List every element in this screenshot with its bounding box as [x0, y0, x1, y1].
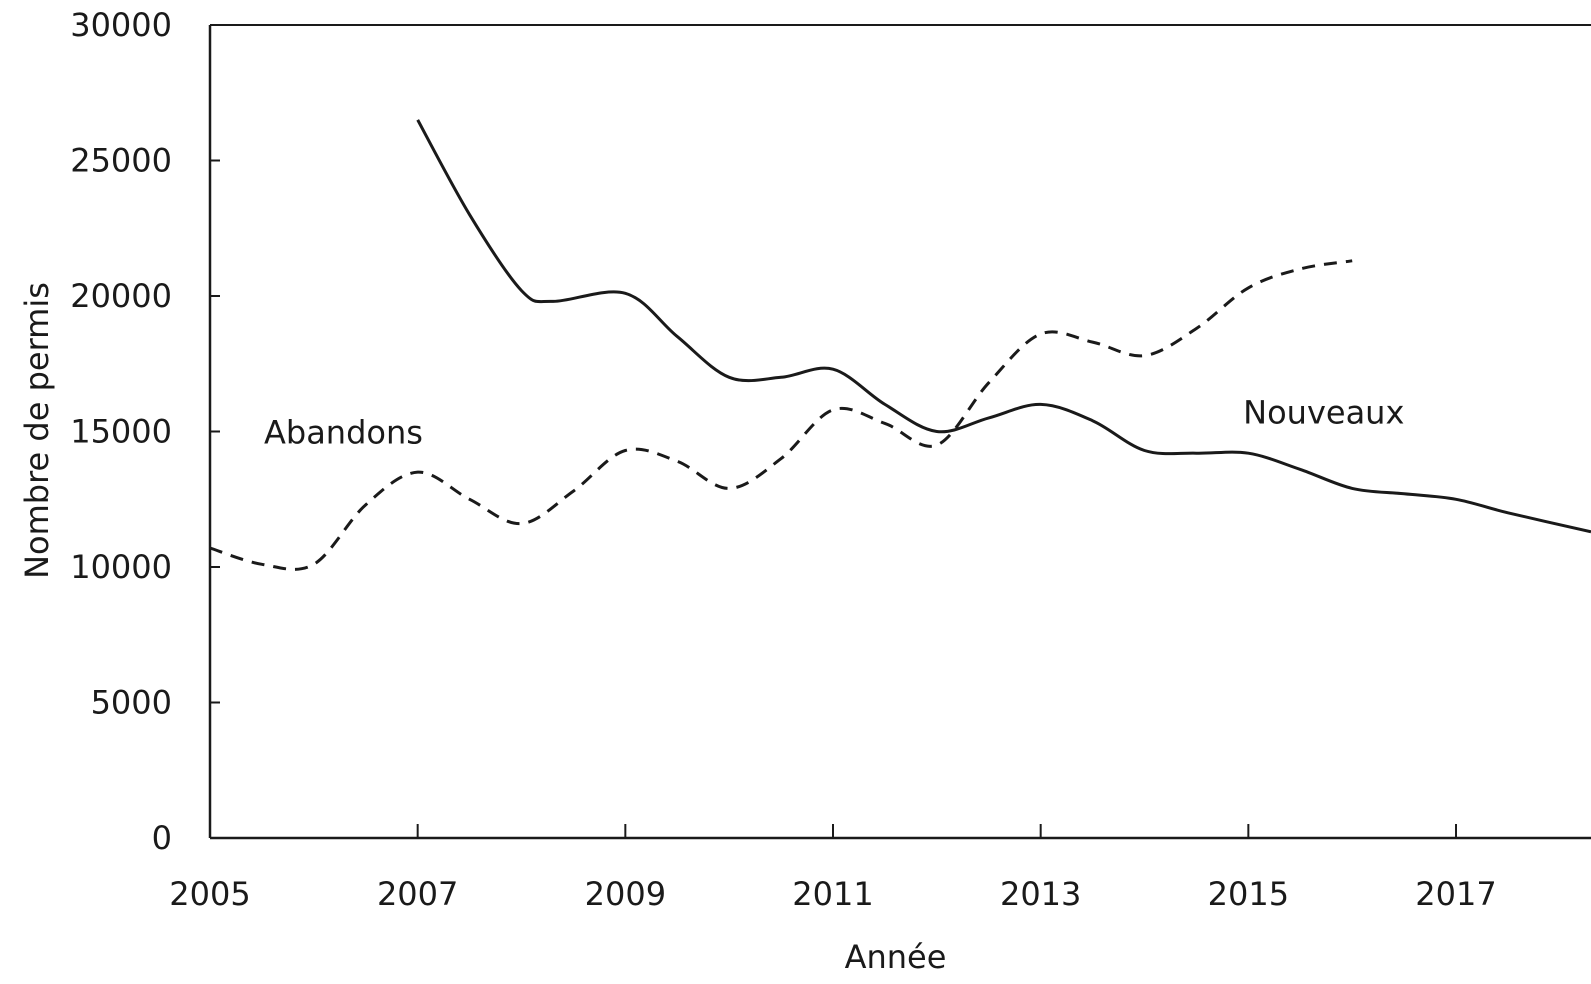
series-label-abandons: Abandons: [264, 414, 423, 452]
y-axis-title: Nombre de permis: [18, 282, 56, 579]
x-axis-ticks: 2005 2007 2009 2011 2013 2015 2017: [169, 824, 1497, 913]
series-line-nouveaux: [416, 119, 1591, 534]
y-axis-ticks: 0 5000 10000 15000 20000 25000 30000: [70, 6, 220, 857]
y-tick-label: 10000: [70, 548, 172, 586]
x-tick-label: 2007: [377, 875, 458, 913]
series-label-nouveaux: Nouveaux: [1243, 393, 1404, 431]
x-tick-label: 2015: [1208, 875, 1289, 913]
x-tick-label: 2005: [169, 875, 250, 913]
y-tick-label: 0: [152, 819, 172, 857]
series-lines: [209, 119, 1591, 571]
y-tick-label: 20000: [70, 277, 172, 315]
y-tick-label: 30000: [70, 6, 172, 44]
y-tick-label: 25000: [70, 142, 172, 180]
x-tick-label: 2017: [1415, 875, 1496, 913]
y-tick-label: 5000: [91, 684, 172, 722]
series-labels: Nouveaux Abandons: [264, 393, 1404, 451]
x-tick-label: 2013: [1000, 875, 1081, 913]
series-line-abandons: [209, 259, 1353, 571]
y-tick-label: 15000: [70, 413, 172, 451]
x-tick-label: 2009: [585, 875, 666, 913]
x-tick-label: 2011: [792, 875, 873, 913]
x-axis-title: Année: [845, 938, 947, 976]
